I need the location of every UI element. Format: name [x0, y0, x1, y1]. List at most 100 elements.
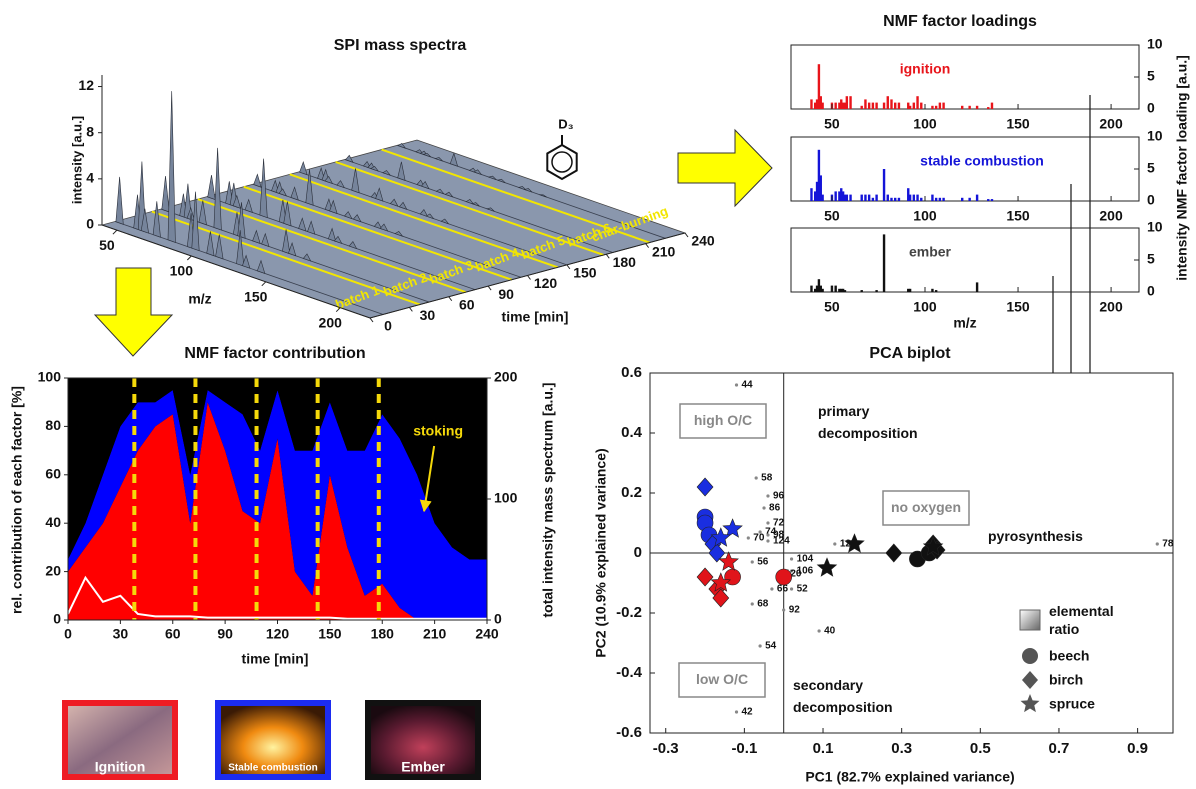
- y-tick-label: 10: [1147, 219, 1163, 235]
- z-tick-label: 150: [573, 265, 597, 281]
- spectrum-peak: [422, 152, 432, 158]
- spectrum-peak: [161, 175, 170, 213]
- bar: [961, 105, 964, 109]
- batch-line: [335, 161, 604, 256]
- bar: [908, 288, 912, 292]
- point: [922, 536, 944, 556]
- tick: [261, 281, 267, 287]
- loading-label: 66: [777, 584, 789, 595]
- area: [68, 378, 487, 560]
- y-tick-label: 0: [86, 216, 94, 232]
- bar: [912, 102, 916, 109]
- legend-swatch: [1019, 609, 1041, 631]
- bar: [912, 194, 916, 201]
- loading-point: [750, 560, 754, 564]
- z-tick-label: 0: [384, 318, 392, 334]
- photo-label: Ignition: [95, 759, 146, 775]
- bar: [815, 285, 819, 292]
- spectrum-peak: [242, 254, 251, 269]
- bar: [890, 197, 893, 201]
- x-tick-label: 50: [824, 116, 840, 132]
- spectrum-peak: [140, 208, 149, 234]
- loading-point: [758, 530, 762, 534]
- bar: [894, 197, 897, 201]
- bar: [908, 105, 912, 109]
- label-line: low O/C: [696, 671, 748, 687]
- spectrum-peak: [259, 158, 268, 219]
- bar: [819, 175, 822, 201]
- y-axis-label: rel. contribution of each factor [%]: [9, 386, 25, 614]
- y2-axis-label: total intensity mass spectrum [a.u.]: [540, 383, 556, 618]
- bar: [934, 105, 938, 109]
- bar: [968, 197, 971, 201]
- loading-point: [770, 587, 774, 591]
- spectrum-peak: [348, 240, 358, 250]
- label-line: no oxygen: [891, 499, 961, 515]
- bar: [934, 197, 938, 201]
- y-axis-label: PC2 (10.9% explained variance): [593, 448, 609, 657]
- loading-label: 44: [742, 380, 754, 391]
- spectrum-peak: [244, 198, 253, 213]
- spectrum-peak: [215, 234, 224, 260]
- bar: [838, 191, 841, 201]
- spectrum-peak: [329, 199, 338, 214]
- loading-label: 96: [773, 491, 785, 502]
- loading-label: 104: [797, 554, 814, 565]
- spectrum-peak: [288, 242, 297, 257]
- z-tick-label: 210: [652, 243, 676, 259]
- x-axis-label: m/z: [188, 291, 211, 307]
- label: primary decomposition: [818, 403, 918, 441]
- loading-label: 78: [1162, 539, 1174, 550]
- spectrum-peak: [496, 178, 506, 184]
- legend-marker: [1020, 694, 1040, 713]
- spectrum-peak: [394, 231, 404, 237]
- spectrum-peak: [465, 199, 475, 205]
- bar: [938, 197, 942, 201]
- y-tick-label: 4: [86, 170, 94, 186]
- spectrum-peak: [282, 229, 291, 255]
- y-tick-label: 80: [45, 417, 61, 433]
- spectrum-peak: [345, 154, 354, 163]
- loading-point: [762, 506, 766, 510]
- y-axis-label: intensity NMF factor loading [a.u.]: [1174, 55, 1190, 281]
- loading-label: 86: [769, 503, 781, 514]
- loading-point: [746, 536, 750, 540]
- loading-point: [833, 542, 837, 546]
- loading-point: [766, 494, 770, 498]
- bar: [810, 285, 813, 292]
- spectrum-peak: [352, 214, 362, 223]
- tick: [645, 243, 650, 248]
- bar: [975, 194, 979, 201]
- x-tick-label: 150: [318, 626, 342, 642]
- bar: [920, 197, 923, 201]
- label: pyrosynthesis: [988, 528, 1083, 544]
- y-tick-label: 5: [1147, 160, 1155, 176]
- bar: [840, 188, 843, 201]
- spectrum-peak: [237, 202, 246, 239]
- bar: [975, 282, 979, 292]
- bar: [864, 99, 867, 109]
- bar: [907, 102, 910, 109]
- y-tick-label: 0: [1147, 100, 1155, 116]
- x-axis-label: m/z: [953, 315, 976, 331]
- loading-point: [766, 533, 770, 537]
- y-axis-label: intensity [a.u.]: [69, 116, 84, 204]
- y-tick-label: 20: [45, 562, 61, 578]
- bar: [990, 199, 994, 201]
- spectrum-peak: [351, 168, 360, 194]
- loading-point: [789, 587, 794, 591]
- bar: [813, 288, 817, 292]
- spectrum-peak: [302, 253, 312, 262]
- spectrum-peak: [290, 186, 299, 201]
- x-tick-label: -0.3: [653, 740, 679, 757]
- spectrum-peak: [375, 187, 384, 202]
- x-tick-label: 100: [913, 299, 937, 315]
- spectrum-peak: [434, 157, 443, 162]
- bar: [897, 102, 901, 109]
- z-axis-label: time [min]: [502, 309, 569, 325]
- spectrum-peak: [539, 194, 548, 198]
- label: no oxygen: [891, 499, 961, 515]
- spectrum-peak: [379, 223, 389, 232]
- x-tick-label: 240: [475, 626, 499, 642]
